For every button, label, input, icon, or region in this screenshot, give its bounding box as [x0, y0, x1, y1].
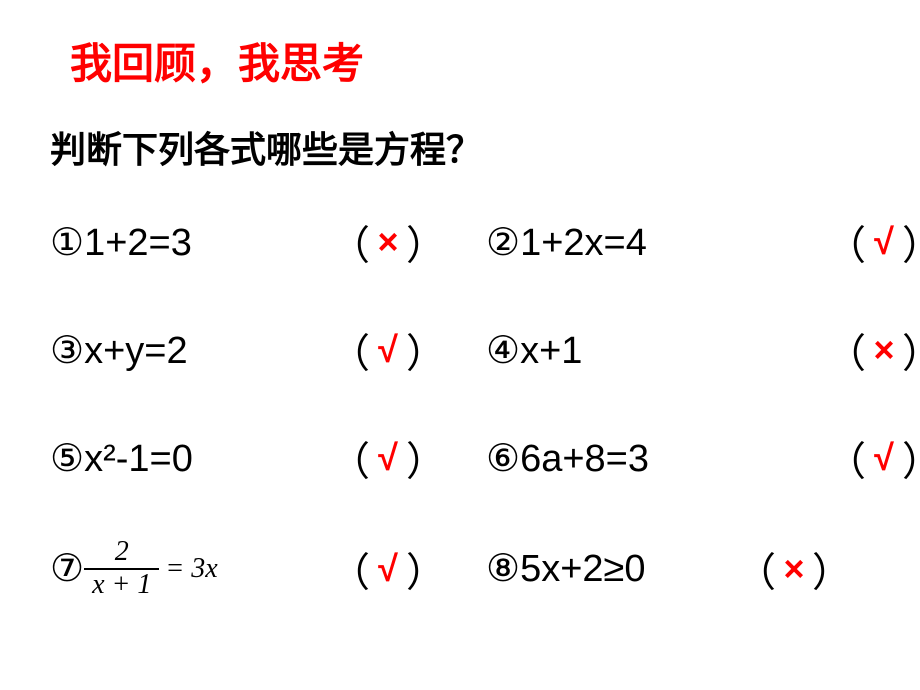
equation-grid: ①1+2=3 （ × ） ②1+2x=4 （ √ ） ③x+y=2 — [50, 213, 870, 601]
cross-mark: × — [776, 548, 812, 590]
item-number: ④ — [486, 330, 520, 372]
item-3: ③x+y=2 （ √ ） — [50, 321, 476, 379]
item-6: ⑥6a+8=3 （ √ ） — [486, 429, 920, 487]
answer-paren: （ × ） — [826, 321, 920, 379]
item-number: ② — [486, 222, 520, 264]
check-mark: √ — [370, 548, 406, 590]
page-title: 我回顾，我思考 — [70, 30, 870, 91]
fraction-denominator: x + 1 — [84, 568, 159, 601]
item-1: ①1+2=3 （ × ） — [50, 213, 476, 271]
check-mark: √ — [370, 437, 406, 479]
item-number: ⑥ — [486, 438, 520, 480]
item-expression: x²-1=0 — [84, 438, 193, 480]
fraction-expression: 2 x + 1 = 3x — [84, 537, 218, 601]
cross-mark: × — [370, 221, 406, 263]
answer-paren: （ √ ） — [826, 429, 920, 487]
item-number: ⑦ — [50, 546, 84, 591]
check-mark: √ — [370, 329, 406, 371]
item-7: ⑦ 2 x + 1 = 3x （ √ ） — [50, 537, 476, 601]
answer-paren: （ √ ） — [330, 321, 446, 379]
item-expression: x+1 — [520, 330, 582, 372]
question-text: 判断下列各式哪些是方程？ — [50, 121, 870, 173]
answer-paren: （ √ ） — [330, 540, 446, 598]
item-8: ⑧5x+2≥0 （ × ） — [486, 537, 920, 601]
item-expression: x+y=2 — [84, 330, 188, 372]
item-4: ④x+1 （ × ） — [486, 321, 920, 379]
item-number: ③ — [50, 330, 84, 372]
check-mark: √ — [866, 221, 902, 263]
answer-paren: （ × ） — [736, 540, 852, 598]
item-5: ⑤x²-1=0 （ √ ） — [50, 429, 476, 487]
slide-page: 我回顾，我思考 判断下列各式哪些是方程？ ①1+2=3 （ × ） ②1+2x=… — [0, 0, 920, 690]
item-number: ① — [50, 222, 84, 264]
item-expression: 6a+8=3 — [520, 438, 649, 480]
item-expression: 1+2=3 — [84, 222, 192, 264]
item-expression: 1+2x=4 — [520, 222, 647, 264]
answer-paren: （ × ） — [330, 213, 446, 271]
answer-paren: （ √ ） — [826, 213, 920, 271]
item-2: ②1+2x=4 （ √ ） — [486, 213, 920, 271]
item-expression: 5x+2≥0 — [520, 548, 645, 590]
item-number: ⑧ — [486, 548, 520, 590]
item-number: ⑤ — [50, 438, 84, 480]
fraction-numerator: 2 — [107, 537, 137, 568]
cross-mark: × — [866, 329, 902, 371]
answer-paren: （ √ ） — [330, 429, 446, 487]
fraction-rhs: = 3x — [165, 553, 217, 585]
check-mark: √ — [866, 437, 902, 479]
